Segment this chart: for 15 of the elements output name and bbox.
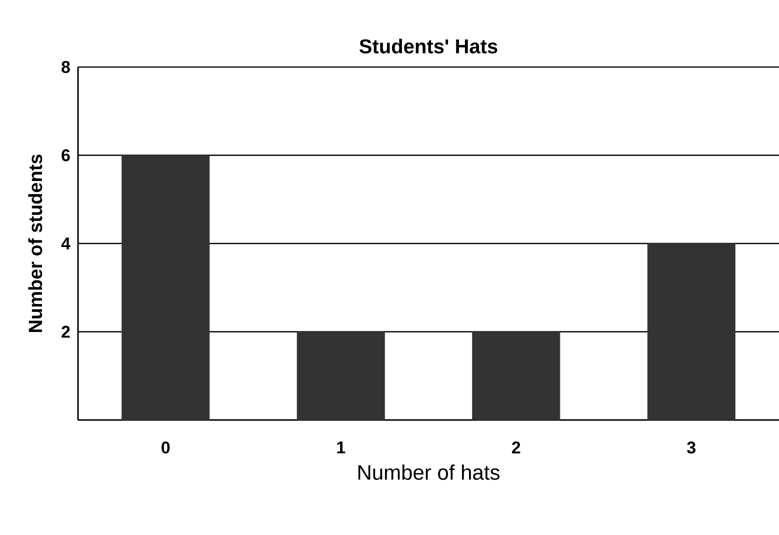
y-axis-title: Number of students (28, 154, 42, 332)
bar (296, 332, 385, 420)
x-tick-label: 2 (512, 442, 520, 454)
bar (472, 332, 560, 420)
y-tick-label: 2 (62, 326, 70, 338)
chart-title: Students' Hats (359, 38, 498, 54)
x-tick-label: 1 (337, 442, 346, 454)
y-tick-label: 6 (62, 149, 70, 162)
x-tick-label: 3 (687, 442, 696, 454)
y-tick-label: 8 (62, 60, 70, 74)
x-tick-label: 0 (162, 442, 170, 454)
bar (122, 155, 210, 420)
x-axis-title: Number of hats (358, 464, 500, 480)
y-tick-label: 4 (61, 238, 70, 250)
bar (647, 243, 736, 420)
